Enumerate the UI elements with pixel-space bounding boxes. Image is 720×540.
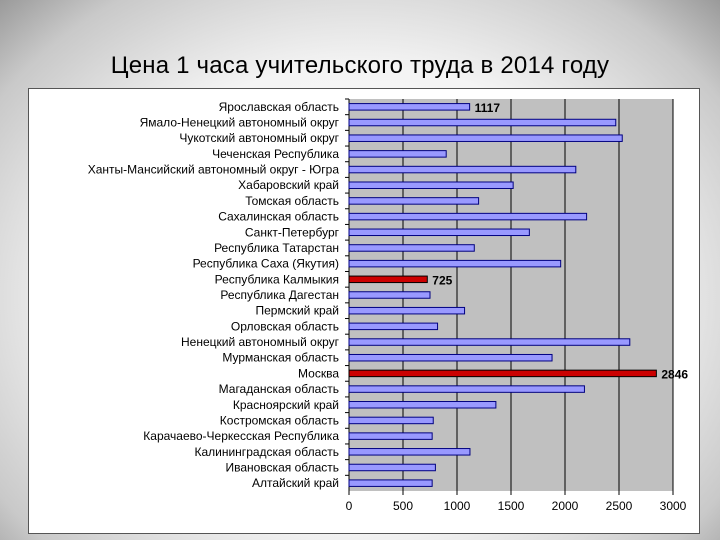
bar [348, 228, 530, 237]
bar [348, 118, 617, 127]
bar [348, 353, 553, 362]
bar [348, 181, 514, 189]
category-label: Республика Татарстан [214, 241, 339, 255]
bar-highlighted [348, 275, 428, 284]
category-label: Ямало-Ненецкий автономный округ [140, 116, 340, 130]
slide-title: Цена 1 часа учительского труда в 2014 го… [110, 52, 610, 79]
bars [348, 103, 657, 487]
x-tick-label: 1000 [444, 499, 471, 513]
bar [348, 322, 439, 331]
bar [348, 385, 585, 393]
category-label: Ханты-Мансийский автономный округ - Югра [88, 163, 340, 177]
category-label: Хабаровский край [238, 178, 339, 192]
category-label: Алтайский край [252, 476, 339, 490]
category-label: Ярославская область [219, 100, 339, 114]
bar [348, 338, 631, 346]
bar [348, 259, 562, 268]
category-label: Калининградская область [194, 445, 339, 459]
x-axis-ticks: 0 500 1000 1500 2000 2500 3000 [346, 491, 687, 513]
category-label: Пермский край [255, 304, 339, 318]
x-tick-label: 0 [346, 499, 353, 513]
bar [348, 479, 433, 487]
category-label: Москва [298, 366, 339, 380]
bar [348, 416, 434, 425]
x-tick-label: 2000 [552, 499, 579, 513]
category-label: Санкт-Петербург [245, 225, 340, 239]
category-label: Карачаево-Черкесская Республика [143, 429, 339, 443]
bar [348, 432, 433, 440]
data-label: 2846 [661, 367, 688, 381]
chart-frame: Ярославская область Ямало-Ненецкий автоно… [28, 88, 700, 534]
bar [348, 150, 447, 158]
bar [348, 463, 436, 472]
bar [348, 197, 480, 205]
category-label: Магаданская область [219, 382, 339, 396]
category-label: Республика Калмыкия [215, 272, 339, 286]
category-label: Мурманская область [222, 351, 339, 365]
data-labels: 1117 725 2846 [432, 101, 688, 382]
x-tick-label: 3000 [660, 499, 687, 513]
category-label: Чеченская Республика [212, 147, 339, 161]
category-label: Томская область [245, 194, 339, 208]
bar [348, 103, 471, 111]
category-labels: Ярославская область Ямало-Ненецкий автоно… [88, 98, 349, 490]
x-tick-label: 500 [393, 499, 413, 513]
category-label: Республика Саха (Якутия) [193, 257, 339, 271]
data-label: 725 [432, 273, 452, 287]
x-tick-label: 1500 [498, 499, 525, 513]
category-label: Республика Дагестан [220, 288, 339, 302]
bar [348, 165, 577, 174]
category-label: Красноярский край [233, 398, 339, 412]
category-label: Чукотский автономный округ [179, 131, 339, 145]
bar [348, 291, 431, 299]
bar [348, 244, 475, 252]
bar [348, 134, 623, 142]
bar [348, 448, 471, 456]
bar [348, 212, 588, 221]
category-label: Ненецкий автономный округ [181, 335, 340, 349]
category-label: Сахалинская область [218, 210, 339, 224]
bar [348, 401, 497, 409]
category-label: Костромская область [220, 413, 339, 427]
category-label: Ивановская область [225, 460, 339, 474]
bar-chart: Ярославская область Ямало-Ненецкий автоно… [88, 98, 688, 513]
bar [348, 306, 466, 315]
bar-highlighted [348, 369, 657, 378]
category-label: Орловская область [231, 319, 339, 333]
data-label: 1117 [475, 101, 501, 115]
x-tick-label: 2500 [606, 499, 633, 513]
